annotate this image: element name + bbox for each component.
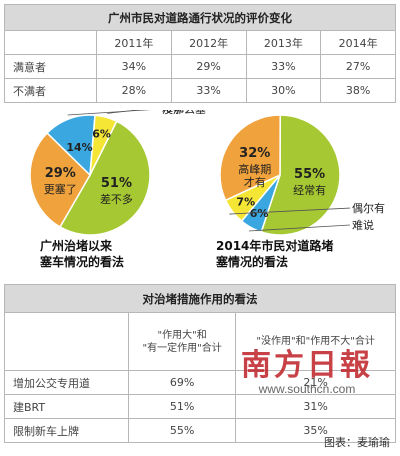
pie2-caption: 2014年市民对道路堵 塞情况的看法 [216,238,396,270]
pie-data-label: 7% [236,195,255,208]
table1-title: 广州市民对道路通行状况的评价变化 [4,4,396,31]
chart-credit: 图表：麦瑜瑜 [324,436,390,449]
pie-slice-高峰期才有 [219,114,281,202]
table2-title: 对治堵措施作用的看法 [4,284,396,313]
table-row: 满意者 34% 29% 33% 27% [4,54,396,79]
pie-slice-name: 才有 [244,175,266,189]
callout-line [67,110,151,116]
table-cell: 38% [320,78,396,103]
table-cell: 33% [245,54,322,79]
pie2-caption-line2: 塞情况的看法 [216,255,289,269]
table-cell: 21% [235,370,396,395]
pie-slice-难说 [89,114,118,176]
table-row: 不满者 28% 33% 30% 38% [4,78,396,103]
pie1-caption-line2: 塞车情况的看法 [40,255,125,269]
table-cell: 31% [235,394,396,419]
table1-col-header: 2013年 [245,30,322,55]
pie-slice-经常有 [260,114,341,236]
table-row: 增加公交专用道 69% 21% [4,370,396,395]
pie-data-label: 51% [101,176,132,191]
pie-slice-差不多 [58,120,151,236]
row-label: 不满者 [4,78,97,103]
table1-col-header: 2012年 [170,30,247,55]
row-label: 建BRT [4,394,129,419]
table-cell: 27% [320,54,396,79]
pie-slice-name: 差不多 [100,192,133,206]
pie-data-label: 6% [92,127,111,140]
pie-slice-name: 经常有 [293,183,326,197]
pie-data-label: 14% [66,141,92,154]
pie-slice-name: 更塞了 [44,182,77,196]
callout-line [248,224,351,232]
row-label: 满意者 [4,54,97,79]
table-row: 建BRT 51% 31% [4,394,396,419]
measures-table: 对治堵措施作用的看法 "作用大"和 "有一定作用"合计 "没作用"和"作用不大"… [4,284,396,443]
table-cell: 35% [235,418,396,443]
pie2-caption-line1: 2014年市民对道路堵 [216,239,334,253]
callout-line [107,110,141,114]
table2-corner [4,312,129,371]
pie-slice-name: 高峰期 [238,162,271,176]
table-cell: 34% [96,54,172,79]
pie-slice-没那么塞 [46,114,96,177]
table-row: 限制新车上牌 55% 35% [4,418,396,443]
table-cell: 29% [170,54,247,79]
table-cell: 33% [170,78,247,103]
pie-data-label: 32% [239,146,270,161]
pie1-caption-line1: 广州治堵以来 [40,239,113,253]
pie-data-label: 55% [294,167,325,182]
table-cell: 69% [127,370,237,395]
pie-data-label: 6% [250,207,269,220]
table1-col-header: 2014年 [320,30,396,55]
table2-col-header: "没作用"和"作用不大"合计 [235,312,396,371]
pie-slice-name: 难说 [162,110,184,114]
col1-header-line1: "作用大"和 [157,329,207,341]
col1-header-line2: "有一定作用"合计 [142,342,222,354]
pie-slice-name: 难说 [352,218,374,232]
table-cell: 30% [245,78,322,103]
row-label: 限制新车上牌 [4,418,129,443]
pie-slice-name: 偶尔有 [352,201,385,215]
table-cell: 28% [96,78,172,103]
table-cell: 51% [127,394,237,419]
table1-col-header: 2011年 [96,30,172,55]
pie-slice-更塞了 [29,131,91,228]
pie1-caption: 广州治堵以来 塞车情况的看法 [40,238,190,270]
table-cell: 55% [127,418,237,443]
table1-corner [4,30,97,55]
pie-slice-偶尔有 [224,174,281,223]
callout-line [229,207,351,215]
pie-data-label: 29% [45,166,76,181]
table2-col-header: "作用大"和 "有一定作用"合计 [127,312,237,371]
row-label: 增加公交专用道 [4,370,129,395]
pie-chart-congestion-trend: 51%差不多 29%更塞了 14% 没那么塞 6% 难说 [29,110,206,236]
pie-slice-name: 没那么塞 [162,110,206,116]
satisfaction-table: 广州市民对道路通行状况的评价变化 2011年 2012年 2013年 2014年… [4,4,396,103]
